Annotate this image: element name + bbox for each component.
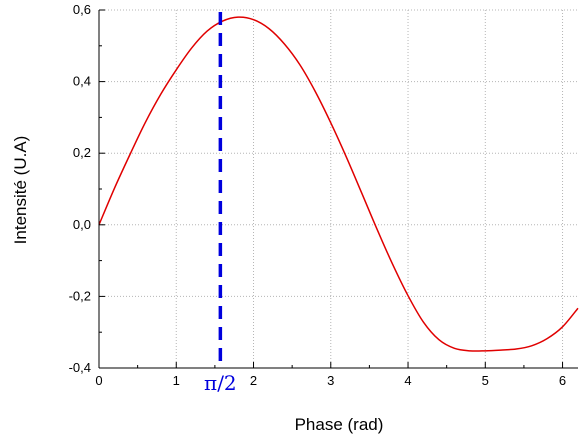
tick-labels: 0 1 2 3 4 5 6 -0,4 -0,2 0,0 0,2 0,4 0,6 — [69, 2, 567, 388]
x-tick-label: 1 — [173, 373, 180, 388]
series-layer — [98, 16, 579, 352]
y-tick-label: 0,4 — [73, 74, 91, 89]
y-tick-label: 0,2 — [73, 145, 91, 160]
x-tick-label: 4 — [404, 373, 411, 388]
y-tick-label: -0,4 — [69, 360, 91, 375]
x-tick-label: 0 — [95, 373, 102, 388]
series-line — [98, 16, 579, 352]
y-axis-label: Intensité (U.A) — [11, 136, 30, 245]
grid-lines — [99, 9, 578, 368]
x-axis-label: Phase (rad) — [295, 415, 384, 434]
y-tick-label: -0,2 — [69, 288, 91, 303]
x-tick-label: 5 — [482, 373, 489, 388]
pi-half-marker-label: π/2 — [204, 371, 237, 395]
x-tick-label: 3 — [327, 373, 334, 388]
y-tick-label: 0,0 — [73, 217, 91, 232]
marker-layer: π/2 — [204, 12, 237, 395]
x-tick-label: 6 — [559, 373, 566, 388]
y-tick-label: 0,6 — [73, 2, 91, 17]
x-tick-label: 2 — [250, 373, 257, 388]
axes — [98, 9, 578, 369]
